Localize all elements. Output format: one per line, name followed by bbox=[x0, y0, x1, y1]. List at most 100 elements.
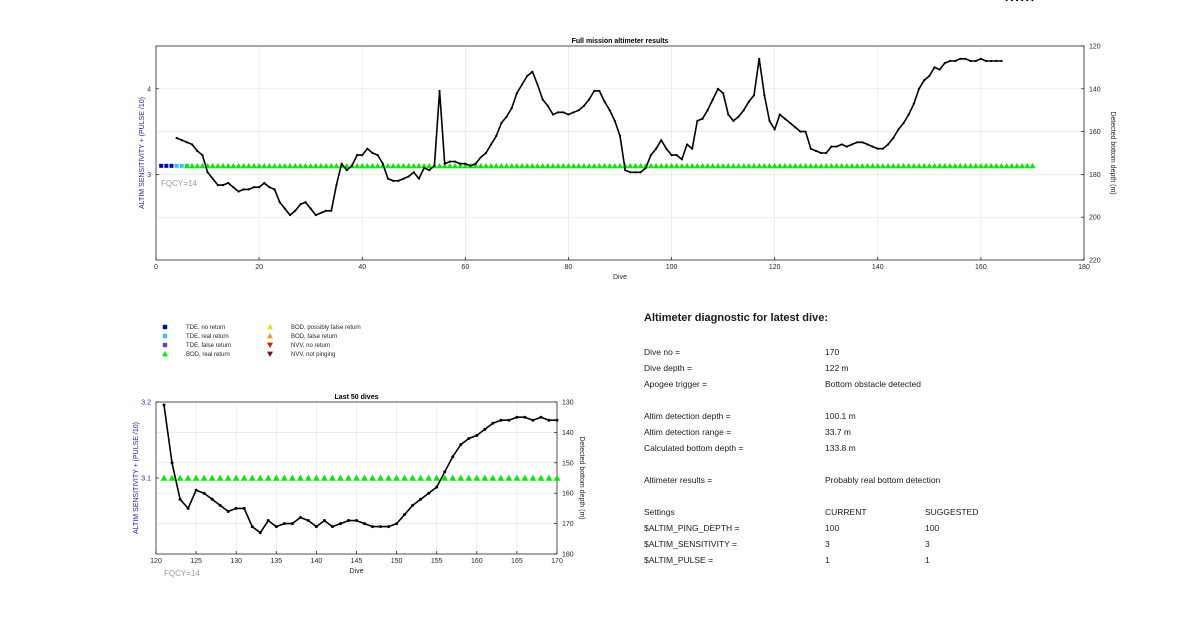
depth-point bbox=[582, 104, 586, 108]
bod-real-return-marker bbox=[409, 474, 417, 481]
bod-real-return-marker bbox=[307, 162, 314, 169]
bod-real-return-marker bbox=[678, 162, 685, 169]
depth-point bbox=[283, 207, 286, 210]
bod-real-return-marker bbox=[488, 162, 495, 169]
plot-frame bbox=[155, 45, 1085, 261]
bod-real-return-marker bbox=[457, 162, 464, 169]
y-right-tick-label: 220 bbox=[1089, 258, 1101, 265]
bod-real-return-marker bbox=[264, 474, 272, 481]
depth-point bbox=[299, 203, 302, 206]
altim-detection-depth-value: 100.1 m bbox=[825, 411, 856, 421]
x-tick-label: 135 bbox=[270, 558, 282, 565]
bod-real-return-marker bbox=[1019, 162, 1026, 169]
depth-point bbox=[484, 151, 488, 155]
bod-real-return-marker bbox=[838, 162, 845, 169]
depth-point bbox=[250, 525, 254, 529]
bod-real-return-marker bbox=[505, 474, 513, 481]
depth-point bbox=[943, 62, 946, 65]
depth-point bbox=[278, 201, 281, 204]
x-axis-label: Dive bbox=[613, 274, 627, 281]
bod-real-return-marker bbox=[436, 162, 443, 169]
bod-real-return-marker bbox=[637, 162, 644, 169]
depth-point bbox=[546, 104, 549, 108]
depth-point bbox=[727, 113, 730, 116]
depth-point bbox=[990, 59, 993, 63]
settings-header-label: Settings bbox=[644, 507, 675, 517]
legend-label: TDE, no return bbox=[186, 325, 225, 331]
depth-point bbox=[979, 57, 982, 60]
depth-point bbox=[923, 79, 926, 82]
diagnostic-title: Altimeter diagnostic for latest dive: bbox=[644, 312, 828, 324]
depth-point bbox=[562, 111, 565, 114]
depth-point bbox=[551, 113, 555, 116]
bod-real-return-marker bbox=[751, 162, 758, 169]
bod-real-return-marker bbox=[519, 162, 526, 169]
bod-real-return-marker bbox=[534, 162, 541, 169]
depth-point bbox=[845, 145, 848, 148]
depth-point bbox=[691, 147, 694, 150]
bod-real-return-marker bbox=[745, 162, 752, 169]
depth-point bbox=[1000, 59, 1003, 63]
depth-point bbox=[288, 213, 292, 217]
bod-real-return-marker bbox=[647, 162, 654, 169]
bod-real-return-marker bbox=[524, 162, 531, 169]
bod-real-return-marker bbox=[792, 162, 799, 169]
bod-real-return-marker bbox=[364, 162, 371, 169]
depth-point bbox=[443, 162, 446, 165]
bod-real-return-marker bbox=[472, 162, 479, 169]
depth-point bbox=[402, 177, 405, 180]
bod-real-return-marker bbox=[328, 162, 335, 169]
settings-header-current: CURRENT bbox=[825, 507, 867, 517]
bod-real-return-marker bbox=[916, 162, 923, 169]
depth-point bbox=[773, 128, 776, 131]
bod-real-return-marker bbox=[617, 162, 623, 169]
bod-real-return-marker bbox=[601, 162, 608, 169]
depth-point bbox=[397, 179, 400, 182]
depth-point bbox=[282, 522, 286, 526]
y-left-tick-label: 3.1 bbox=[141, 476, 151, 483]
legend-marker-square bbox=[162, 333, 168, 339]
bod-real-return-marker bbox=[972, 162, 979, 169]
x-tick-label: 20 bbox=[255, 264, 263, 271]
bod-real-return-marker bbox=[477, 162, 484, 169]
depth-point bbox=[825, 151, 828, 155]
depth-point bbox=[266, 519, 270, 523]
bod-real-return-marker bbox=[208, 474, 216, 481]
bod-real-return-marker bbox=[591, 162, 598, 169]
bod-real-return-marker bbox=[395, 162, 402, 169]
depth-point bbox=[242, 188, 245, 191]
legend-marker-triangle-up bbox=[162, 351, 168, 357]
depth-point bbox=[799, 130, 802, 133]
bod-real-return-marker bbox=[921, 162, 928, 169]
x-tick-label: 145 bbox=[351, 558, 363, 565]
bod-real-return-marker bbox=[946, 162, 953, 169]
bod-real-return-marker bbox=[323, 162, 330, 169]
depth-point bbox=[510, 106, 513, 110]
depth-point bbox=[178, 497, 182, 501]
depth-point bbox=[608, 109, 611, 112]
bod-real-return-marker bbox=[168, 474, 176, 481]
bod-real-return-marker bbox=[343, 162, 350, 169]
bod-real-return-marker bbox=[1029, 162, 1036, 169]
depth-point bbox=[412, 171, 415, 174]
depth-point bbox=[379, 525, 383, 529]
depth-point bbox=[680, 158, 683, 161]
ping-depth-suggested: 100 bbox=[925, 523, 940, 533]
bod-real-return-marker bbox=[658, 162, 665, 169]
bod-real-return-marker bbox=[250, 162, 257, 169]
bod-real-return-marker bbox=[421, 162, 428, 169]
bod-real-return-marker bbox=[720, 162, 727, 169]
bod-real-return-marker bbox=[1013, 162, 1020, 169]
tde-no-return-marker bbox=[164, 163, 169, 168]
bod-real-return-marker bbox=[570, 162, 577, 169]
depth-point bbox=[202, 491, 206, 495]
depth-point bbox=[547, 418, 551, 422]
bod-real-return-marker bbox=[910, 162, 917, 169]
bod-real-return-marker bbox=[818, 162, 825, 169]
depth-point bbox=[491, 421, 495, 425]
depth-point bbox=[794, 126, 797, 129]
depth-point bbox=[742, 109, 745, 112]
bod-real-return-marker bbox=[699, 162, 706, 169]
depth-point bbox=[577, 109, 580, 112]
depth-point bbox=[319, 211, 323, 215]
